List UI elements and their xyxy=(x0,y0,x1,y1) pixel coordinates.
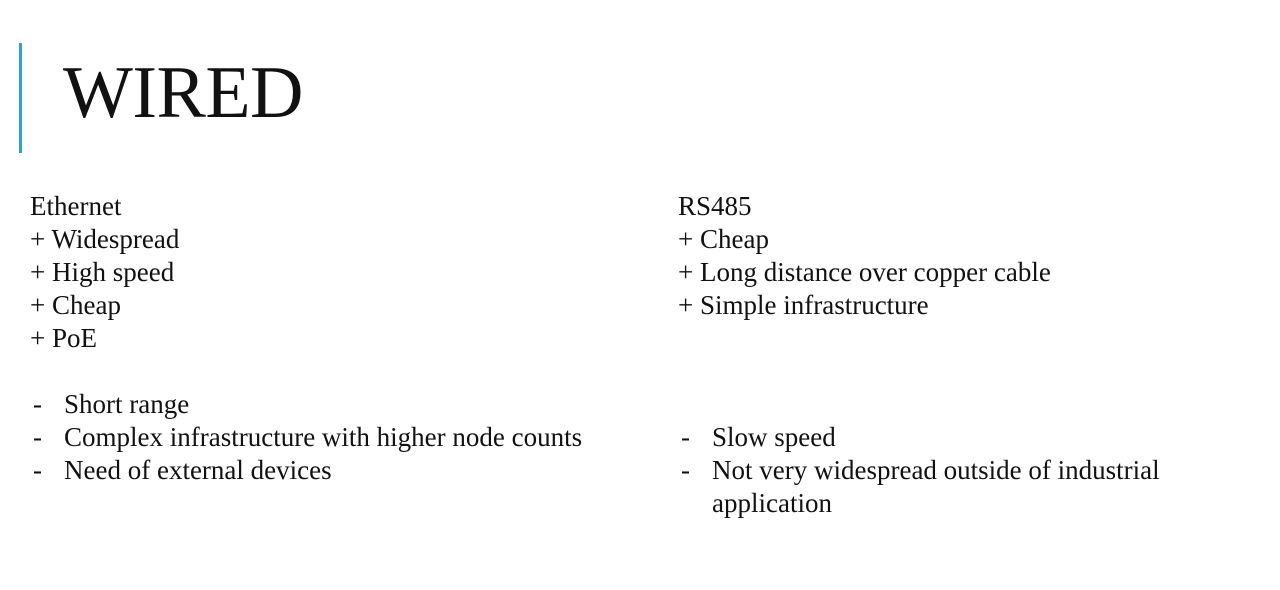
pro-item: + High speed xyxy=(30,257,175,287)
pro-item: + PoE xyxy=(30,323,97,353)
bullet-dash: - xyxy=(33,422,42,452)
con-item-text: Slow speed xyxy=(712,422,836,452)
rs485-pros-list: + Cheap + Long distance over copper cabl… xyxy=(678,223,1258,322)
rs485-cons-list: - Slow speed - Not very widespread outsi… xyxy=(678,421,1258,520)
con-item: - Slow speed xyxy=(678,421,1258,454)
con-item-text: Not very widespread outside of industria… xyxy=(712,455,1160,518)
rs485-column: RS485 + Cheap + Long distance over coppe… xyxy=(678,190,1258,520)
bullet-dash: - xyxy=(33,455,42,485)
con-item-text: Need of external devices xyxy=(64,455,332,485)
title-accent-bar xyxy=(19,43,22,153)
con-item-text: Complex infrastructure with higher node … xyxy=(64,422,583,452)
con-item: - Not very widespread outside of industr… xyxy=(678,454,1258,520)
column-heading-ethernet: Ethernet xyxy=(30,191,122,221)
slide-title: WIRED xyxy=(63,52,304,134)
ethernet-column: Ethernet + Widespread + High speed + Che… xyxy=(30,190,650,487)
pro-item: + Simple infrastructure xyxy=(678,290,929,320)
bullet-dash: - xyxy=(33,389,42,419)
con-item: - Complex infrastructure with higher nod… xyxy=(30,421,650,454)
bullet-dash: - xyxy=(681,422,690,452)
pro-item: + Widespread xyxy=(30,224,180,254)
ethernet-pros-list: + Widespread + High speed + Cheap + PoE xyxy=(30,223,650,355)
con-item: - Short range xyxy=(30,388,650,421)
bullet-dash: - xyxy=(681,455,690,485)
pro-item: + Cheap xyxy=(678,224,769,254)
pro-item: + Long distance over copper cable xyxy=(678,257,1051,287)
ethernet-cons-list: - Short range - Complex infrastructure w… xyxy=(30,388,650,487)
con-item-text: Short range xyxy=(64,389,190,419)
con-item: - Need of external devices xyxy=(30,454,650,487)
pro-item: + Cheap xyxy=(30,290,121,320)
column-heading-rs485: RS485 xyxy=(678,191,752,221)
